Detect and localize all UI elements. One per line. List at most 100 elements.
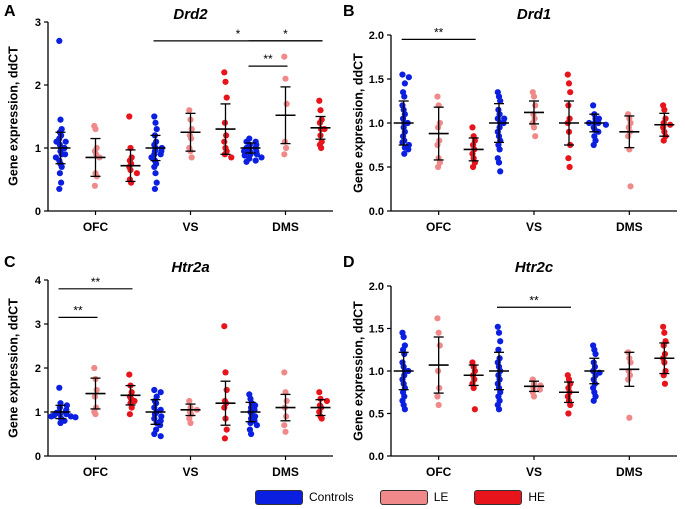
data-point-he bbox=[469, 163, 477, 171]
significance-label: ** bbox=[434, 25, 444, 39]
data-point-controls bbox=[401, 406, 408, 413]
data-point-controls bbox=[157, 151, 164, 158]
data-point-le bbox=[626, 414, 633, 421]
data-point-he bbox=[126, 113, 133, 120]
x-category-label: DMS bbox=[272, 220, 299, 234]
data-point-le bbox=[92, 126, 99, 133]
data-point-le bbox=[434, 93, 441, 100]
data-point-controls bbox=[157, 433, 164, 440]
data-point-controls bbox=[496, 146, 503, 153]
data-point-he bbox=[316, 389, 323, 396]
data-point-le bbox=[281, 369, 288, 376]
legend-swatch-controls bbox=[255, 489, 303, 505]
data-point-controls bbox=[497, 338, 504, 345]
data-point-he bbox=[317, 395, 324, 402]
y-tick-label: 0.0 bbox=[369, 206, 384, 218]
data-point-le bbox=[283, 397, 290, 405]
significance-label: * bbox=[236, 27, 241, 41]
data-point-he bbox=[567, 401, 574, 409]
y-tick-label: 1 bbox=[35, 407, 41, 419]
data-point-le bbox=[434, 163, 442, 171]
data-point-controls bbox=[401, 80, 408, 87]
data-point-he bbox=[661, 380, 669, 387]
data-point-le bbox=[627, 183, 634, 190]
significance-label: ** bbox=[91, 275, 101, 289]
data-point-he bbox=[318, 144, 325, 152]
data-point-he bbox=[317, 107, 324, 114]
data-point-controls bbox=[151, 430, 158, 438]
y-axis-label-b: Gene expression, ddCT bbox=[351, 53, 365, 193]
data-point-controls bbox=[151, 185, 158, 193]
y-tick-label: 0 bbox=[35, 206, 41, 218]
data-point-he bbox=[566, 163, 573, 171]
data-point-he bbox=[221, 404, 228, 411]
data-point-le bbox=[92, 411, 99, 418]
data-point-he bbox=[316, 97, 323, 104]
panel-label-c: C bbox=[4, 254, 16, 271]
x-category-label: OFC bbox=[426, 465, 452, 479]
x-category-label: DMS bbox=[616, 465, 643, 479]
data-point-controls bbox=[401, 93, 408, 100]
data-point-he bbox=[221, 323, 228, 330]
data-point-controls bbox=[241, 152, 248, 159]
data-point-le bbox=[532, 102, 539, 109]
data-point-le bbox=[186, 107, 193, 114]
data-point-le bbox=[532, 133, 539, 140]
data-point-controls bbox=[495, 346, 502, 353]
y-tick-label: 2 bbox=[35, 80, 41, 92]
data-point-controls bbox=[243, 158, 250, 165]
data-point-le bbox=[283, 144, 290, 152]
data-point-le bbox=[281, 151, 288, 158]
data-point-controls bbox=[253, 422, 260, 429]
data-point-controls bbox=[401, 150, 408, 157]
data-point-controls bbox=[67, 413, 74, 420]
data-point-he bbox=[221, 138, 228, 145]
data-point-le bbox=[187, 419, 194, 427]
y-tick-label: 1.0 bbox=[369, 366, 384, 378]
x-category-label: OFC bbox=[83, 465, 109, 479]
data-point-he bbox=[567, 89, 574, 96]
legend-item-le: LE bbox=[379, 489, 449, 505]
data-point-he bbox=[221, 69, 228, 76]
data-point-he bbox=[228, 154, 235, 161]
x-category-label: DMS bbox=[616, 220, 643, 234]
data-point-he bbox=[222, 78, 229, 85]
x-category-label: OFC bbox=[426, 220, 452, 234]
legend-label-controls: Controls bbox=[309, 490, 354, 504]
data-point-he bbox=[223, 386, 230, 394]
data-point-controls bbox=[602, 121, 610, 128]
data-point-he bbox=[660, 137, 667, 144]
legend-item-controls: Controls bbox=[255, 489, 354, 505]
panel-label-b: B bbox=[343, 3, 355, 20]
panel-label-a: A bbox=[4, 3, 16, 20]
data-point-he bbox=[565, 155, 572, 162]
y-tick-label: 0.0 bbox=[369, 451, 384, 463]
data-point-controls bbox=[590, 397, 597, 404]
legend-item-he: HE bbox=[474, 489, 545, 505]
x-category-label: DMS bbox=[272, 465, 299, 479]
x-category-label: OFC bbox=[83, 220, 109, 234]
significance-label: ** bbox=[73, 303, 83, 317]
legend-label-le: LE bbox=[433, 490, 449, 504]
data-point-he bbox=[565, 410, 572, 417]
data-point-he bbox=[323, 397, 330, 405]
data-point-he bbox=[471, 406, 478, 413]
data-point-le bbox=[435, 401, 442, 409]
data-point-le bbox=[434, 393, 441, 400]
data-point-controls bbox=[258, 154, 265, 161]
data-point-he bbox=[221, 435, 228, 442]
data-point-he bbox=[661, 106, 668, 113]
data-point-he bbox=[128, 404, 135, 411]
data-point-controls bbox=[153, 179, 160, 186]
data-point-controls bbox=[157, 389, 164, 396]
data-point-controls bbox=[151, 386, 158, 394]
data-point-le bbox=[530, 124, 538, 131]
y-tick-label: 2.0 bbox=[369, 281, 384, 293]
data-point-controls bbox=[592, 350, 599, 358]
y-tick-label: 2 bbox=[35, 363, 41, 375]
y-tick-label: 1.0 bbox=[369, 118, 384, 130]
panel-label-d: D bbox=[343, 254, 355, 271]
legend-swatch-le bbox=[379, 489, 428, 505]
data-point-controls bbox=[495, 159, 503, 166]
x-category-label: VS bbox=[182, 220, 198, 234]
